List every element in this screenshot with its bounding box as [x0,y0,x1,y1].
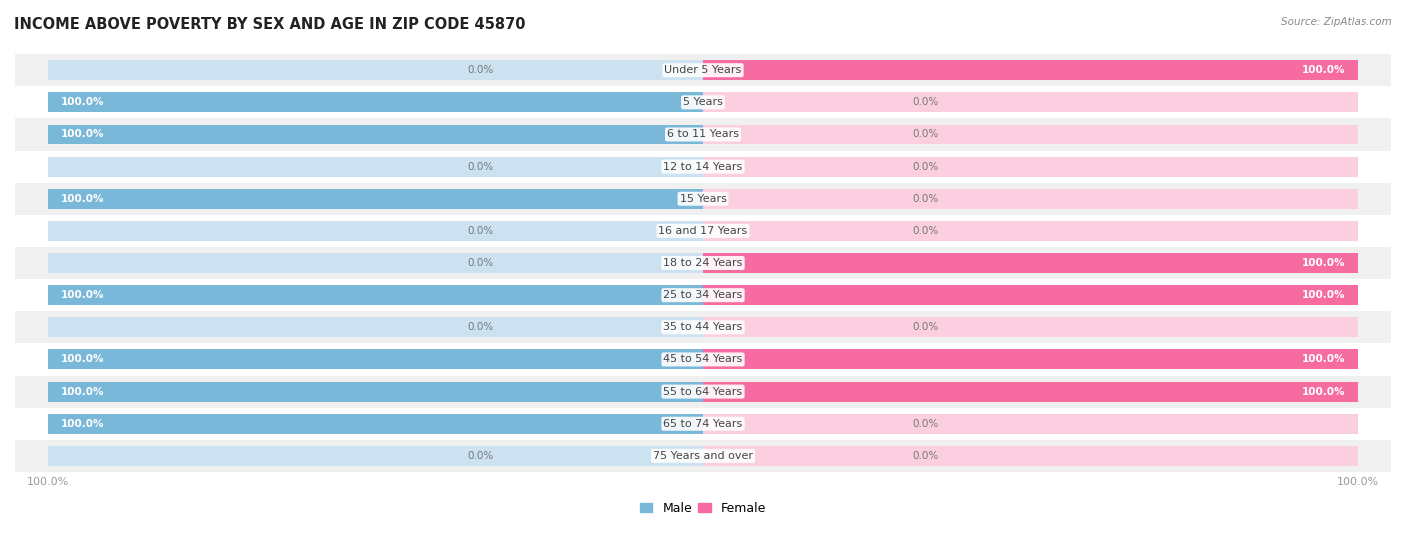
Bar [48,318,703,337]
Text: 18 to 24 Years: 18 to 24 Years [664,258,742,268]
Text: 0.0%: 0.0% [912,130,939,140]
Text: 0.0%: 0.0% [912,194,939,203]
Bar [703,285,1358,305]
Bar [703,382,1358,401]
Text: 75 Years and over: 75 Years and over [652,451,754,461]
Text: 65 to 74 Years: 65 to 74 Years [664,419,742,429]
Bar [48,92,703,112]
Text: 100.0%: 100.0% [1302,258,1346,268]
Text: 100.0%: 100.0% [1302,387,1346,396]
Bar [703,318,1358,337]
Bar [703,125,1358,144]
Text: 55 to 64 Years: 55 to 64 Years [664,387,742,396]
Bar [48,349,703,369]
Bar [703,382,1358,401]
Text: 100.0%: 100.0% [60,130,104,140]
Text: 0.0%: 0.0% [912,451,939,461]
Text: Source: ZipAtlas.com: Source: ZipAtlas.com [1281,17,1392,27]
Text: 100.0%: 100.0% [60,419,104,429]
Text: 0.0%: 0.0% [912,162,939,172]
Text: 12 to 14 Years: 12 to 14 Years [664,162,742,172]
Text: 45 to 54 Years: 45 to 54 Years [664,354,742,364]
Bar [48,382,703,401]
Bar [48,414,703,434]
Text: 100.0%: 100.0% [60,194,104,203]
Text: 0.0%: 0.0% [467,323,494,332]
Text: 0.0%: 0.0% [912,97,939,107]
Text: 100.0%: 100.0% [1302,290,1346,300]
Bar [48,382,703,401]
Text: 25 to 34 Years: 25 to 34 Years [664,290,742,300]
Bar [703,285,1358,305]
Bar [703,253,1358,273]
Text: 16 and 17 Years: 16 and 17 Years [658,226,748,236]
Bar [48,285,703,305]
Bar [48,189,703,209]
Bar [48,349,703,369]
Bar [15,343,1391,376]
Text: 100.0%: 100.0% [60,97,104,107]
Text: 15 Years: 15 Years [679,194,727,203]
Bar [15,119,1391,150]
Bar [15,279,1391,311]
Bar [703,349,1358,369]
Bar [15,86,1391,119]
Bar [703,60,1358,80]
Bar [703,221,1358,241]
Bar [48,92,703,112]
Bar [48,446,703,466]
Text: INCOME ABOVE POVERTY BY SEX AND AGE IN ZIP CODE 45870: INCOME ABOVE POVERTY BY SEX AND AGE IN Z… [14,17,526,32]
Text: 0.0%: 0.0% [912,323,939,332]
Text: 0.0%: 0.0% [467,258,494,268]
Bar [15,247,1391,279]
Text: 6 to 11 Years: 6 to 11 Years [666,130,740,140]
Text: 0.0%: 0.0% [467,162,494,172]
Text: 0.0%: 0.0% [467,451,494,461]
Text: 35 to 44 Years: 35 to 44 Years [664,323,742,332]
Bar [703,60,1358,80]
Bar [703,414,1358,434]
Text: 0.0%: 0.0% [467,65,494,75]
Bar [15,183,1391,215]
Text: 100.0%: 100.0% [1302,354,1346,364]
Bar [48,414,703,434]
Bar [15,150,1391,183]
Bar [15,311,1391,343]
Text: 100.0%: 100.0% [60,290,104,300]
Text: 100.0%: 100.0% [1302,65,1346,75]
Bar [703,253,1358,273]
Text: 0.0%: 0.0% [912,226,939,236]
Bar [48,285,703,305]
Bar [703,189,1358,209]
Bar [15,215,1391,247]
Text: 5 Years: 5 Years [683,97,723,107]
Bar [48,125,703,144]
Bar [703,157,1358,177]
Bar [48,253,703,273]
Bar [703,349,1358,369]
Bar [48,189,703,209]
Text: 100.0%: 100.0% [60,387,104,396]
Bar [48,221,703,241]
Bar [48,157,703,177]
Bar [15,440,1391,472]
Bar [15,408,1391,440]
Legend: Male, Female: Male, Female [636,497,770,520]
Bar [703,446,1358,466]
Bar [15,54,1391,86]
Text: Under 5 Years: Under 5 Years [665,65,741,75]
Bar [703,92,1358,112]
Text: 0.0%: 0.0% [912,419,939,429]
Bar [48,125,703,144]
Bar [15,376,1391,408]
Text: 100.0%: 100.0% [60,354,104,364]
Text: 0.0%: 0.0% [467,226,494,236]
Bar [48,60,703,80]
